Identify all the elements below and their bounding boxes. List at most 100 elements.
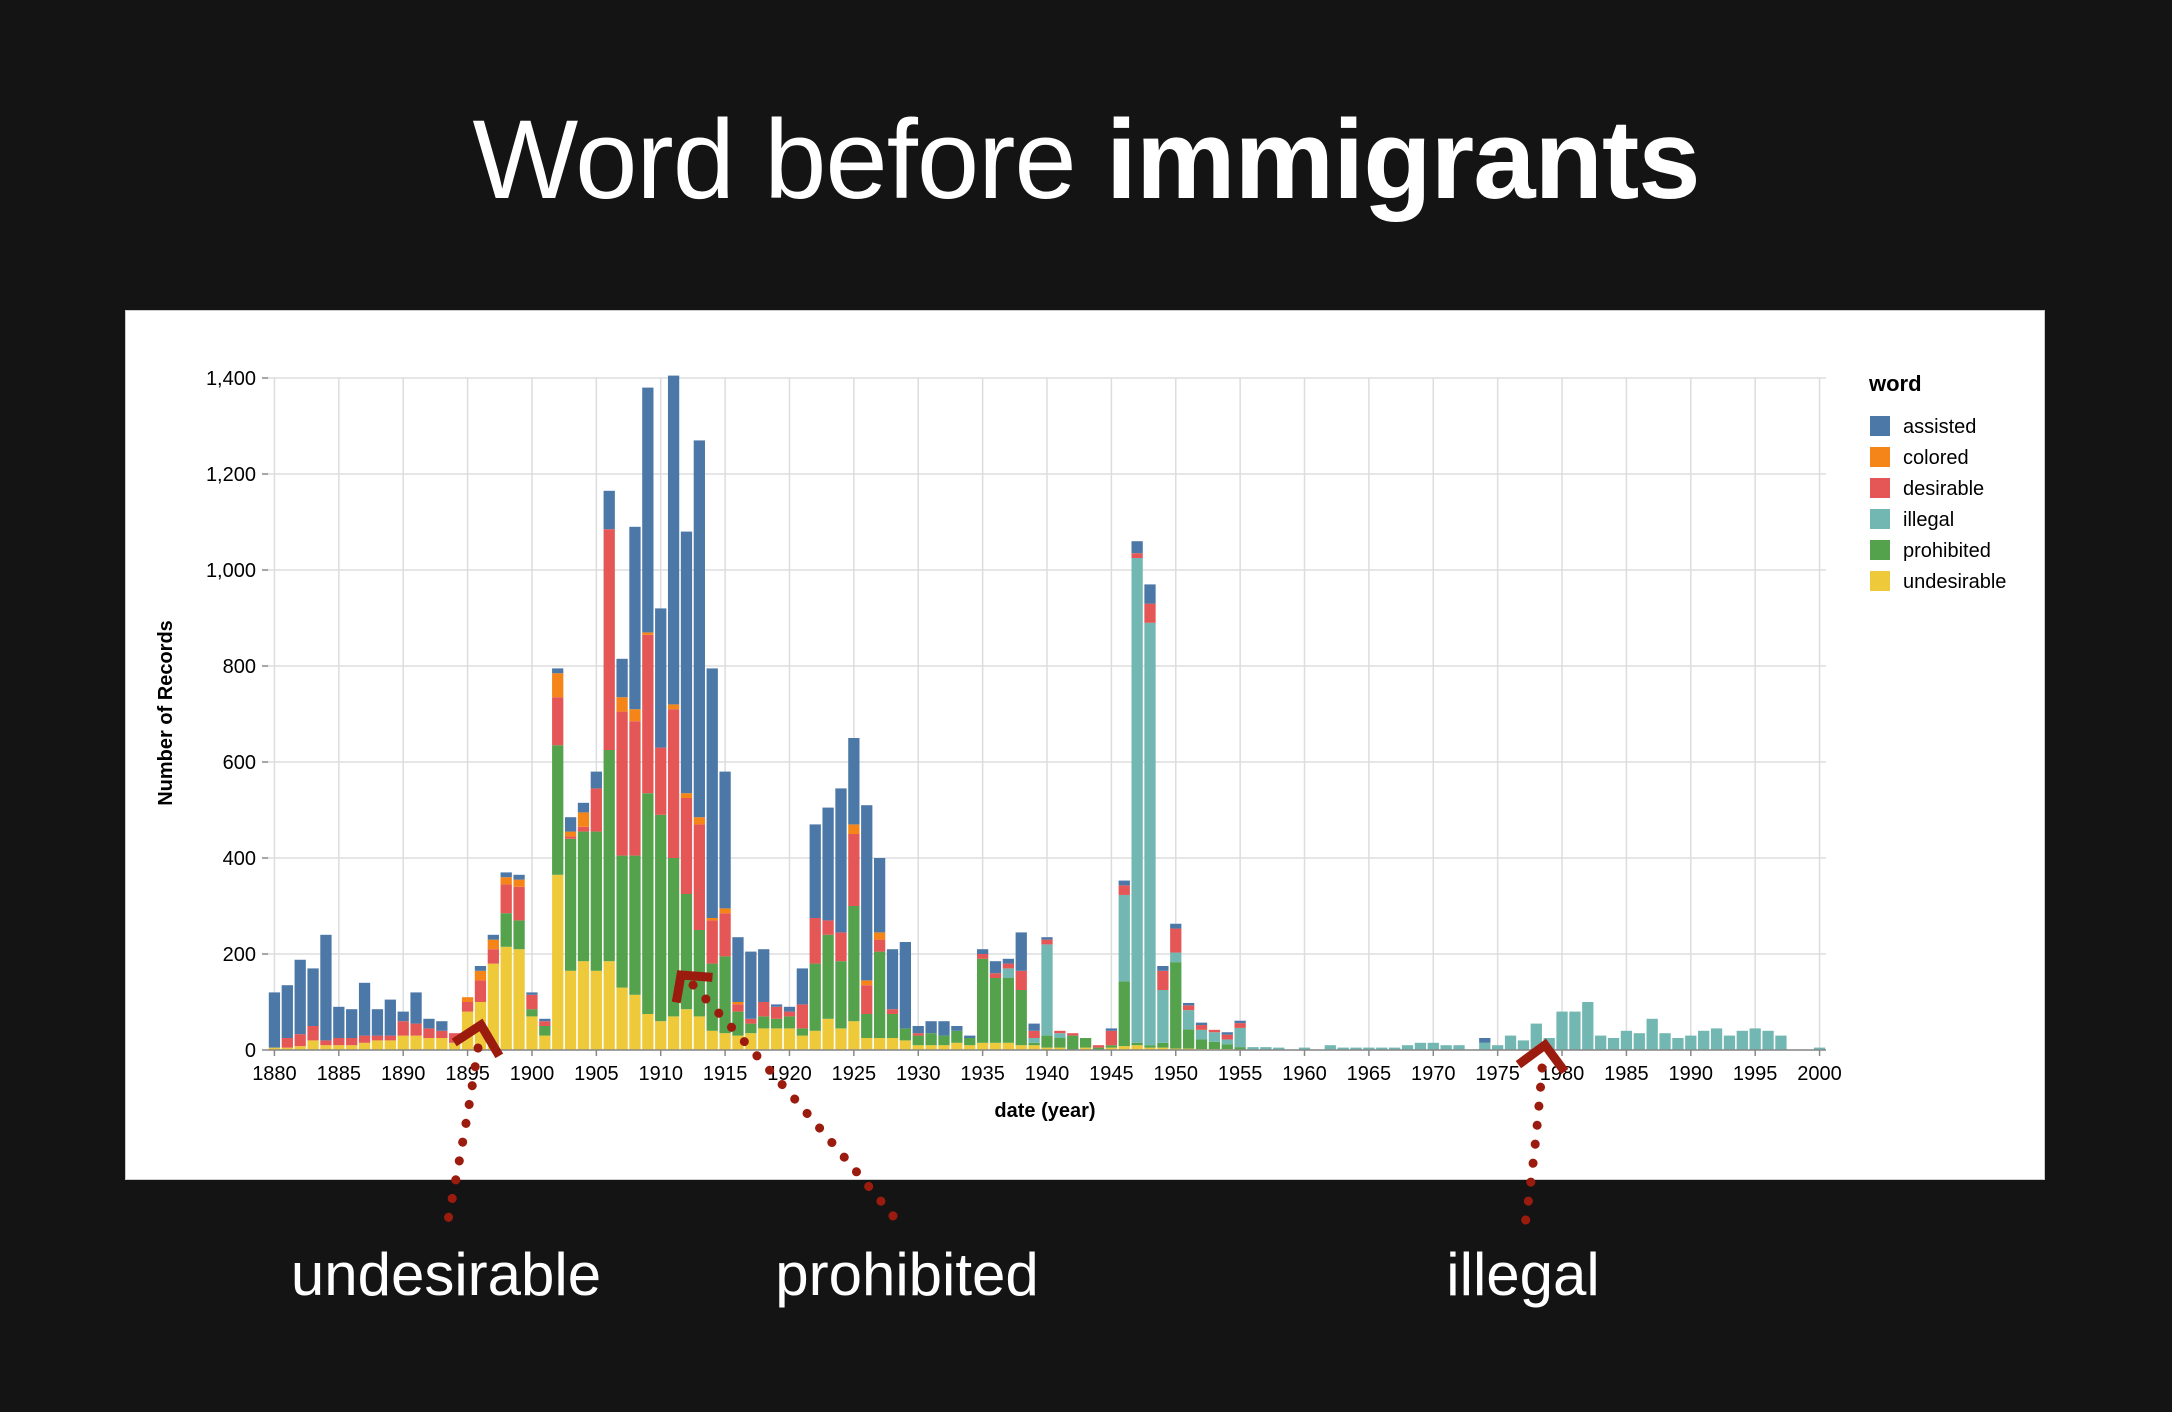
bar-segment-colored-1914[interactable] [707,918,718,920]
bar-segment-undesirable-1899[interactable] [513,949,524,1050]
bar-segment-illegal-1982[interactable] [1582,1002,1593,1050]
bar-segment-illegal-1997[interactable] [1775,1036,1786,1050]
bar-segment-colored-1908[interactable] [629,709,640,721]
bar-segment-desirable-1955[interactable] [1235,1023,1246,1028]
bar-segment-desirable-1893[interactable] [436,1031,447,1038]
bar-segment-desirable-1911[interactable] [668,709,679,858]
bar-segment-desirable-1927[interactable] [874,940,885,952]
bar-segment-desirable-1906[interactable] [604,529,615,750]
bar-segment-desirable-1952[interactable] [1196,1025,1207,1030]
bar-segment-desirable-1885[interactable] [333,1038,344,1045]
bar-segment-desirable-1936[interactable] [990,973,1001,978]
bar-segment-undesirable-1922[interactable] [810,1031,821,1050]
bar-segment-prohibited-1917[interactable] [745,1024,756,1034]
bar-segment-illegal-1985[interactable] [1621,1031,1632,1050]
bar-segment-prohibited-1901[interactable] [539,1026,550,1036]
bar-segment-desirable-1905[interactable] [591,788,602,831]
bar-segment-prohibited-1952[interactable] [1196,1039,1207,1049]
bar-segment-illegal-1978[interactable] [1531,1024,1542,1050]
bar-segment-illegal-1988[interactable] [1659,1033,1670,1050]
bar-segment-colored-1915[interactable] [719,908,730,913]
bar-segment-desirable-1902[interactable] [552,697,563,745]
bar-segment-prohibited-1937[interactable] [1003,978,1014,1043]
bar-segment-prohibited-1899[interactable] [513,920,524,949]
bar-segment-illegal-1974[interactable] [1479,1043,1490,1050]
bar-segment-undesirable-1907[interactable] [616,988,627,1050]
bar-segment-colored-1913[interactable] [694,817,705,824]
bar-segment-assisted-1900[interactable] [526,992,537,994]
bar-segment-prohibited-1943[interactable] [1080,1038,1091,1048]
bar-segment-undesirable-1908[interactable] [629,995,640,1050]
bar-segment-assisted-1954[interactable] [1222,1032,1233,1034]
bar-segment-desirable-1895[interactable] [462,1002,473,1012]
bar-segment-desirable-1925[interactable] [848,834,859,906]
bar-segment-assisted-1911[interactable] [668,376,679,705]
bar-segment-assisted-1896[interactable] [475,966,486,971]
bar-segment-prohibited-1923[interactable] [822,935,833,1019]
bar-segment-prohibited-1949[interactable] [1157,1043,1168,1048]
bar-segment-prohibited-1942[interactable] [1067,1036,1078,1050]
bar-segment-illegal-1979[interactable] [1544,1038,1555,1050]
bar-segment-assisted-1974[interactable] [1479,1038,1490,1043]
bar-segment-illegal-1976[interactable] [1505,1036,1516,1050]
bar-segment-illegal-1980[interactable] [1556,1012,1567,1050]
bar-segment-assisted-1918[interactable] [758,949,769,1002]
bar-segment-colored-1926[interactable] [861,980,872,985]
bar-segment-prohibited-1920[interactable] [784,1016,795,1028]
bar-segment-desirable-1940[interactable] [1041,940,1052,945]
bar-segment-assisted-1885[interactable] [333,1007,344,1038]
bar-segment-illegal-1995[interactable] [1750,1028,1761,1050]
bar-segment-undesirable-1895[interactable] [462,1012,473,1050]
bar-segment-assisted-1951[interactable] [1183,1003,1194,1005]
bar-segment-assisted-1886[interactable] [346,1009,357,1038]
bar-segment-assisted-1925[interactable] [848,738,859,824]
bar-segment-prohibited-1936[interactable] [990,978,1001,1043]
bar-segment-desirable-1889[interactable] [385,1036,396,1041]
bar-segment-undesirable-1926[interactable] [861,1038,872,1050]
bar-segment-undesirable-1924[interactable] [835,1028,846,1050]
bar-segment-colored-1903[interactable] [565,832,576,837]
bar-segment-undesirable-1935[interactable] [977,1043,988,1050]
legend-swatch-illegal[interactable] [1870,509,1890,529]
bar-segment-desirable-1908[interactable] [629,721,640,855]
bar-segment-desirable-1907[interactable] [616,712,627,856]
bar-segment-assisted-1907[interactable] [616,659,627,697]
bar-segment-assisted-1910[interactable] [655,608,666,747]
bar-segment-undesirable-1923[interactable] [822,1019,833,1050]
bar-segment-illegal-1987[interactable] [1647,1019,1658,1050]
bar-segment-prohibited-1907[interactable] [616,856,627,988]
bar-segment-undesirable-1896[interactable] [475,1002,486,1050]
bar-segment-desirable-1882[interactable] [295,1034,306,1046]
legend-label-colored[interactable]: colored [1903,447,1969,469]
bar-segment-prohibited-1926[interactable] [861,1014,872,1038]
bar-segment-prohibited-1914[interactable] [707,964,718,1031]
bar-segment-illegal-1948[interactable] [1144,623,1155,1045]
bar-segment-assisted-1932[interactable] [938,1021,949,1035]
bar-segment-illegal-1983[interactable] [1595,1036,1606,1050]
bar-segment-illegal-1969[interactable] [1415,1043,1426,1050]
bar-segment-illegal-1952[interactable] [1196,1030,1207,1040]
bar-segment-desirable-1946[interactable] [1119,885,1130,895]
bar-segment-assisted-1897[interactable] [488,935,499,940]
bar-segment-desirable-1900[interactable] [526,995,537,1009]
legend-swatch-desirable[interactable] [1870,478,1890,498]
bar-segment-assisted-1898[interactable] [501,872,512,877]
bar-segment-undesirable-1891[interactable] [410,1036,421,1050]
bar-segment-colored-1909[interactable] [642,632,653,634]
bar-segment-assisted-1949[interactable] [1157,966,1168,971]
bar-segment-desirable-1890[interactable] [398,1021,409,1035]
bar-segment-assisted-1891[interactable] [410,992,421,1023]
bar-segment-assisted-1917[interactable] [745,952,756,1019]
bar-segment-prohibited-1955[interactable] [1235,1047,1246,1049]
bar-segment-illegal-1951[interactable] [1183,1010,1194,1029]
bar-segment-desirable-1938[interactable] [1016,971,1027,990]
bar-segment-assisted-1939[interactable] [1028,1024,1039,1031]
legend-swatch-colored[interactable] [1870,447,1890,467]
bar-segment-desirable-1926[interactable] [861,985,872,1014]
bar-segment-assisted-1926[interactable] [861,805,872,980]
bar-segment-assisted-1937[interactable] [1003,959,1014,964]
bar-segment-prohibited-1933[interactable] [951,1031,962,1043]
bar-segment-colored-1916[interactable] [732,1002,743,1004]
bar-segment-prohibited-1932[interactable] [938,1036,949,1046]
bar-segment-prohibited-1947[interactable] [1131,1043,1142,1045]
